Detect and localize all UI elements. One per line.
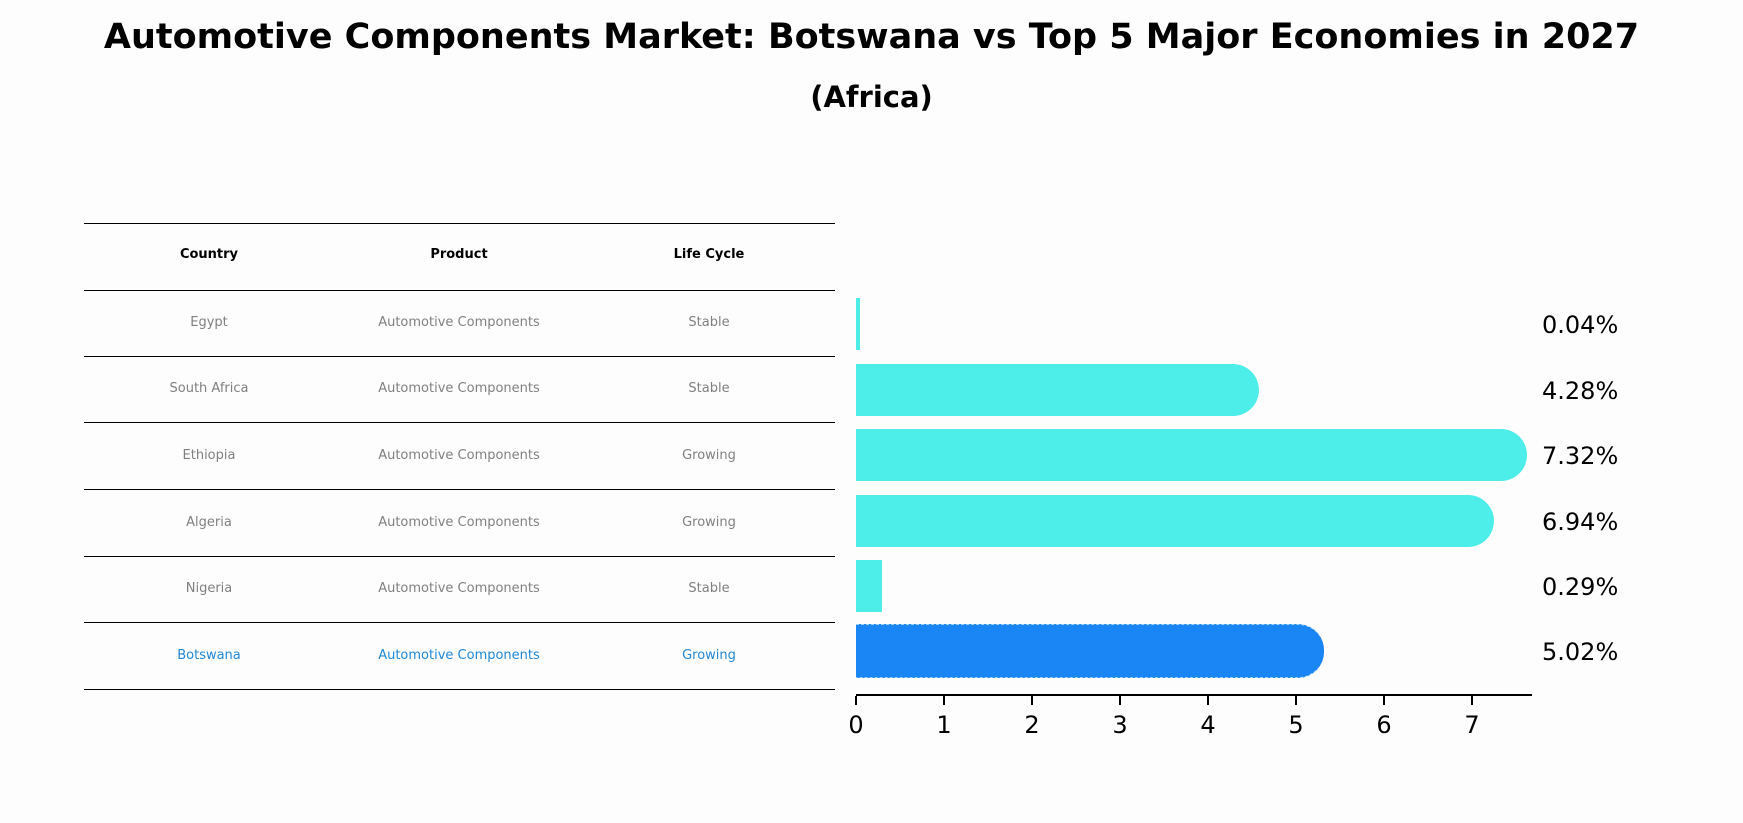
cell-life-cycle: Growing [682,515,736,530]
header-product: Product [430,247,488,262]
x-tick [1295,696,1297,705]
x-tick [1119,696,1121,705]
table-rule [84,622,835,623]
x-tick [1471,696,1473,705]
cell-product: Automotive Components [378,381,540,396]
cell-country: Algeria [186,515,232,530]
header-country: Country [179,247,239,262]
value-label: 7.32% [1542,442,1619,470]
x-tick-label: 2 [1024,711,1040,739]
value-label: 5.02% [1542,638,1619,666]
bar-ethiopia [856,429,1527,481]
cell-country: South Africa [169,381,249,396]
x-tick-label: 3 [1112,711,1128,739]
bar-algeria [856,495,1494,547]
bar-egypt [856,298,860,350]
x-axis [856,694,1532,696]
table-rule [84,356,835,357]
cell-country: Nigeria [185,581,233,596]
cell-product: Automotive Components [378,648,540,663]
x-tick [1383,696,1385,705]
x-tick [1031,696,1033,705]
cell-country: Botswana [177,648,241,663]
cell-life-cycle: Growing [682,448,736,463]
cell-life-cycle: Stable [688,581,730,596]
cell-product: Automotive Components [378,315,540,330]
x-tick [855,696,857,705]
cell-country: Egypt [190,315,228,330]
table-rule [84,223,835,224]
header-life-cycle: Life Cycle [673,247,745,262]
table-rule [84,422,835,423]
value-label: 0.29% [1542,573,1619,601]
x-tick-label: 4 [1200,711,1216,739]
bar-botswana [856,624,1324,678]
x-tick-label: 1 [936,711,952,739]
x-tick [943,696,945,705]
cell-life-cycle: Stable [688,315,730,330]
table-rule [84,290,835,291]
chart-title: Automotive Components Market: Botswana v… [103,17,1640,57]
value-label: 6.94% [1542,508,1619,536]
bar-south-africa [856,364,1259,416]
x-tick-label: 6 [1376,711,1392,739]
cell-life-cycle: Growing [682,648,736,663]
cell-product: Automotive Components [378,448,540,463]
x-tick [1207,696,1209,705]
x-tick-label: 7 [1464,711,1480,739]
value-label: 4.28% [1542,377,1619,405]
bar-nigeria [856,560,882,612]
cell-country: Ethiopia [182,448,236,463]
cell-product: Automotive Components [378,515,540,530]
table-rule [84,689,835,690]
cell-product: Automotive Components [378,581,540,596]
x-tick-label: 0 [848,711,864,739]
cell-life-cycle: Stable [688,381,730,396]
chart-subtitle: (Africa) [810,80,933,114]
table-rule [84,556,835,557]
x-tick-label: 5 [1288,711,1304,739]
table-rule [84,489,835,490]
value-label: 0.04% [1542,311,1619,339]
